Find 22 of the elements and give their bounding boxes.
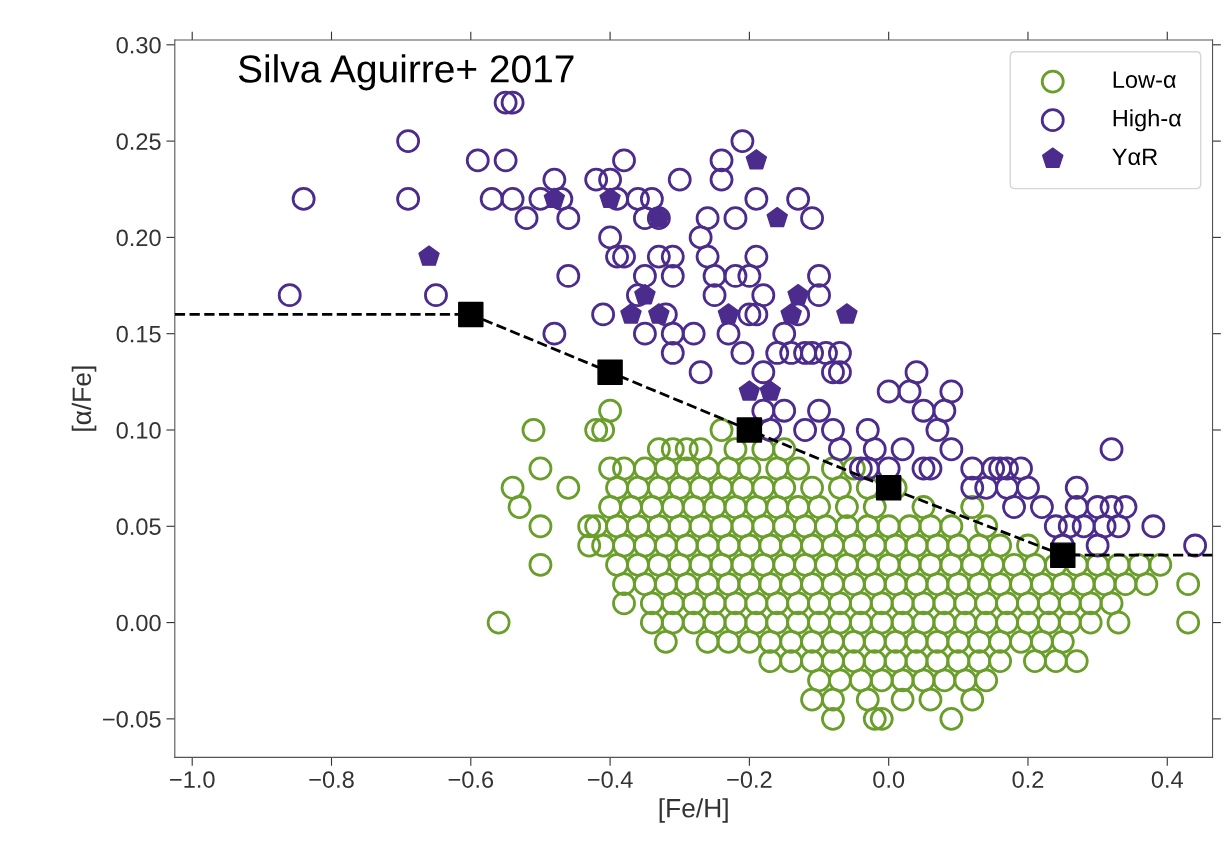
legend-label: High-α — [1113, 109, 1182, 132]
x-axis-title: [Fe/H] — [659, 798, 728, 823]
legend-label: Low-α — [1113, 71, 1176, 89]
y-tick-label: −0.05 — [103, 710, 161, 728]
x-tick-label: −0.4 — [587, 771, 633, 788]
y-tick-label: 0.20 — [116, 229, 161, 247]
y-tick-label: 0.15 — [116, 325, 161, 343]
x-tick-label: −0.8 — [309, 771, 354, 788]
x-tick-label: 0.0 — [873, 771, 905, 788]
x-tick-label: 0.4 — [1151, 771, 1183, 788]
x-tick-label: −0.2 — [727, 771, 772, 788]
y-tick-label: 0.10 — [116, 422, 161, 439]
y-tick-label: 0.30 — [116, 36, 161, 54]
y-tick-label: 0.05 — [116, 518, 161, 536]
y-tick-label: 0.25 — [116, 133, 161, 150]
legend-label: YαR — [1112, 148, 1158, 166]
annotation: Silva Aguirre+ 2017 — [238, 54, 574, 91]
y-axis-title: [α/Fe] — [71, 366, 97, 431]
x-tick-label: −0.6 — [448, 771, 494, 788]
y-tick-label: 0.00 — [116, 614, 161, 632]
x-tick-label: −1.0 — [170, 771, 215, 788]
x-tick-label: 0.2 — [1012, 771, 1044, 788]
